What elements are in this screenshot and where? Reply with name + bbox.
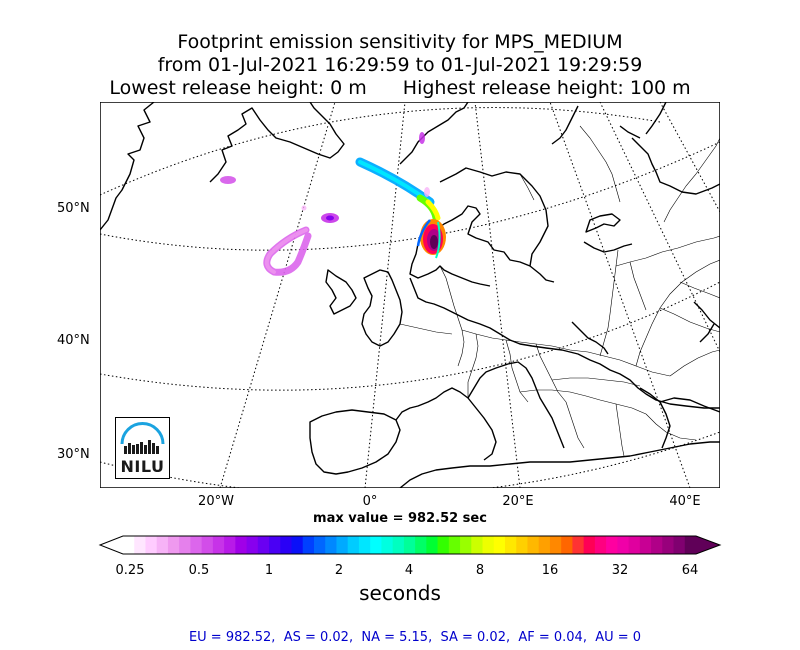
colorbar-segment xyxy=(617,536,630,554)
colorbar-unit-label: seconds xyxy=(359,581,441,605)
lowest-release-height: Lowest release height: 0 m xyxy=(109,77,367,99)
colorbar xyxy=(98,535,722,555)
lat-label-50n: 50°N xyxy=(57,201,90,216)
colorbar-segment xyxy=(381,536,394,554)
colorbar-segment xyxy=(426,536,439,554)
colorbar-segment xyxy=(471,536,484,554)
colorbar-segment xyxy=(594,536,607,554)
colorbar-segment xyxy=(257,536,270,554)
colorbar-segment xyxy=(437,536,450,554)
colorbar-segment xyxy=(493,536,506,554)
colorbar-segment xyxy=(302,536,315,554)
colorbar-segment xyxy=(662,536,675,554)
colorbar-segment xyxy=(651,536,663,554)
colorbar-outline xyxy=(98,535,722,555)
colorbar-segment xyxy=(370,536,383,554)
colorbar-segment xyxy=(134,536,147,554)
coastlines xyxy=(100,102,720,488)
colorbar-segment xyxy=(156,536,169,554)
colorbar-tick: 4 xyxy=(404,563,414,578)
colorbar-segment xyxy=(246,536,259,554)
colorbar-segment xyxy=(561,536,574,554)
colorbar-segment xyxy=(460,536,472,554)
nilu-logo-text: NILU xyxy=(120,457,165,476)
colorbar-segment xyxy=(212,536,225,554)
colorbar-segment xyxy=(673,536,686,554)
colorbar-segment xyxy=(684,536,697,554)
map-panel xyxy=(100,102,720,488)
colorbar-segment xyxy=(291,536,304,554)
colorbar-segment xyxy=(482,536,495,554)
nilu-logo-graphic xyxy=(120,422,165,454)
colorbar-tick: 32 xyxy=(611,563,629,578)
colorbar-segment xyxy=(123,536,135,554)
colorbar-segment xyxy=(403,536,416,554)
colorbar-segment xyxy=(280,536,293,554)
nilu-logo: NILU xyxy=(115,417,170,479)
colorbar-segment xyxy=(179,536,192,554)
colorbar-segment xyxy=(314,536,326,554)
colorbar-segment xyxy=(415,536,427,554)
colorbar-tick: 0.25 xyxy=(115,563,145,578)
lon-label-20e: 20°E xyxy=(502,494,534,509)
plot-title-line-1: Footprint emission sensitivity for MPS_M… xyxy=(177,31,623,53)
colorbar-segment xyxy=(190,536,203,554)
colorbar-segment xyxy=(201,536,214,554)
colorbar-segment xyxy=(516,536,529,554)
colorbar-segment xyxy=(527,536,540,554)
lat-label-40n: 40°N xyxy=(57,333,90,348)
colorbar-segment xyxy=(224,536,236,554)
colorbar-segment xyxy=(325,536,338,554)
colorbar-tick: 2 xyxy=(334,563,344,578)
colorbar-segment xyxy=(347,536,360,554)
colorbar-segment xyxy=(538,536,551,554)
colorbar-segment xyxy=(606,536,618,554)
colorbar-segment xyxy=(628,536,641,554)
colorbar-segment xyxy=(358,536,371,554)
graticule xyxy=(100,102,720,488)
colorbar-segment xyxy=(336,536,349,554)
colorbar-segment xyxy=(448,536,461,554)
colorbar-segment xyxy=(549,536,562,554)
colorbar-segment xyxy=(392,536,405,554)
colorbar-tick: 16 xyxy=(541,563,559,578)
region-totals-footer: EU = 982.52, AS = 0.02, NA = 5.15, SA = … xyxy=(188,630,642,645)
colorbar-segment xyxy=(235,536,248,554)
max-value-label: max value = 982.52 sec xyxy=(313,511,487,526)
plot-title-line-3: Lowest release height: 0 m Highest releas… xyxy=(0,77,800,99)
lon-label-20w: 20°W xyxy=(198,494,234,509)
colorbar-segment xyxy=(583,536,596,554)
colorbar-segment xyxy=(269,536,281,554)
lat-label-30n: 30°N xyxy=(57,447,90,462)
colorbar-segment xyxy=(639,536,652,554)
country-borders xyxy=(399,125,720,457)
colorbar-segment xyxy=(572,536,585,554)
colorbar-segment xyxy=(167,536,180,554)
colorbar-extend-min xyxy=(100,536,123,554)
colorbar-tick: 64 xyxy=(681,563,699,578)
lon-label-0: 0° xyxy=(362,494,378,509)
colorbar-tick: 8 xyxy=(475,563,485,578)
colorbar-tick: 1 xyxy=(264,563,274,578)
colorbar-segment xyxy=(505,536,517,554)
highest-release-height: Highest release height: 100 m xyxy=(402,77,691,99)
colorbar-tick: 0.5 xyxy=(188,563,210,578)
colorbar-extend-max xyxy=(696,536,720,554)
emission-sensitivity-plume xyxy=(220,132,446,276)
plot-title-line-2: from 01-Jul-2021 16:29:59 to 01-Jul-2021… xyxy=(157,54,643,76)
lon-label-40e: 40°E xyxy=(669,494,701,509)
colorbar-segment xyxy=(145,536,158,554)
